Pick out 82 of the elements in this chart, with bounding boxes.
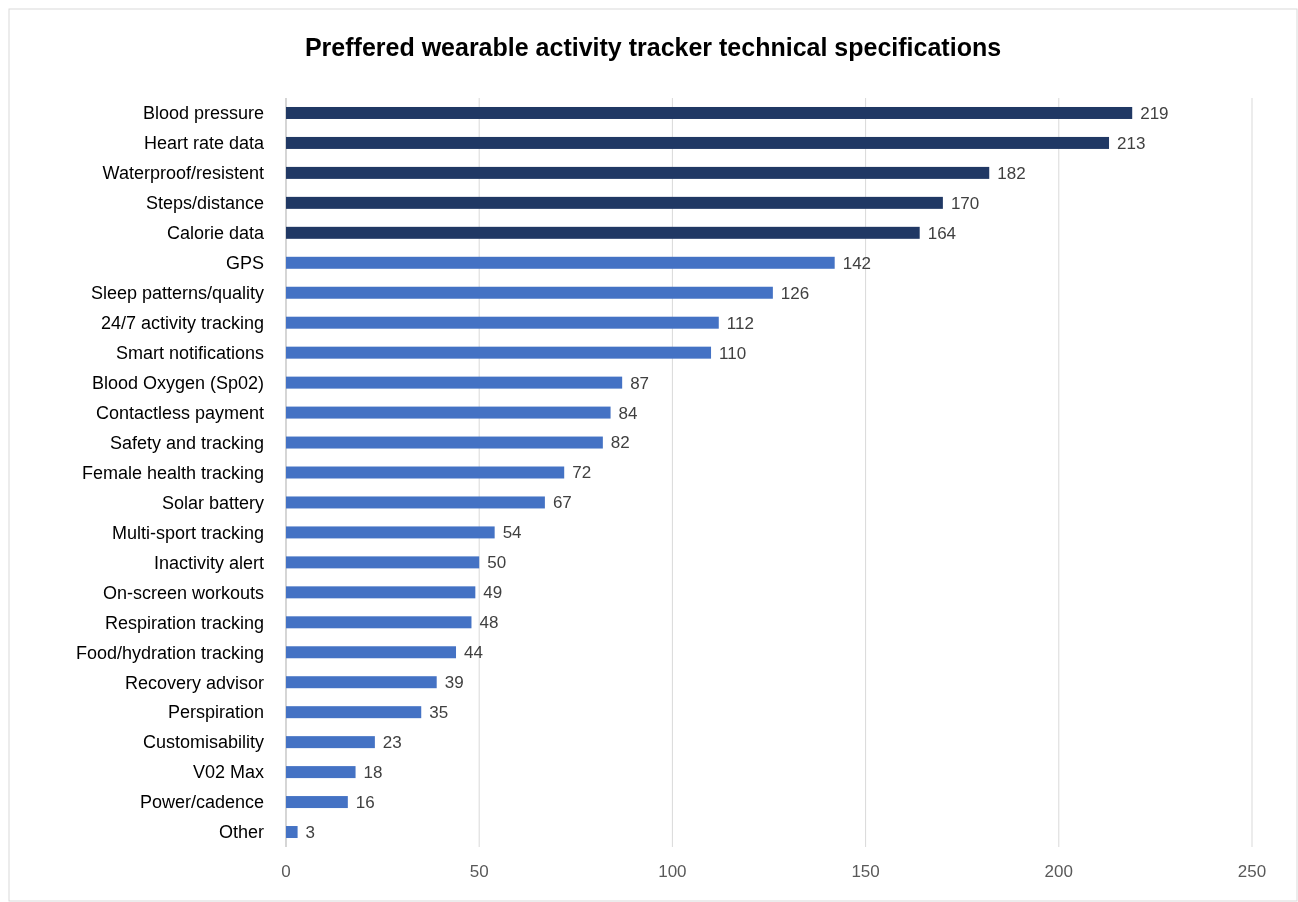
data-label: 170	[950, 193, 980, 213]
data-label: 110	[719, 343, 747, 363]
y-tick-label: 24/7 activity tracking	[100, 313, 264, 333]
data-label: 49	[483, 583, 503, 603]
chart-title: Preffered wearable activity tracker technical specifications	[304, 33, 1002, 61]
data-label: 67	[552, 493, 572, 513]
bar	[286, 466, 565, 479]
data-label: 39	[444, 673, 464, 693]
y-tick-label: Contactless payment	[95, 402, 264, 423]
bar	[286, 286, 773, 299]
bar	[286, 646, 457, 659]
data-label: 164	[927, 223, 957, 243]
data-label: 44	[464, 643, 483, 663]
y-tick-label: Steps/distance	[145, 193, 264, 214]
y-tick-label: Female health tracking	[81, 462, 264, 483]
x-tick-label: 0	[281, 862, 291, 881]
y-tick-label: Waterproof/resistent	[102, 163, 264, 184]
bar	[286, 586, 476, 599]
bar	[286, 256, 835, 269]
bar	[286, 616, 472, 629]
data-label: 16	[355, 793, 375, 813]
y-tick-label: Calorie data	[166, 223, 265, 244]
data-label: 82	[610, 433, 630, 453]
data-label: 35	[429, 703, 449, 723]
y-tick-label: Blood Oxygen (Sp02)	[91, 372, 264, 393]
data-label: 3	[305, 822, 316, 842]
y-tick-label: Other	[218, 822, 264, 843]
y-tick-label: Respiration tracking	[104, 612, 264, 633]
y-tick-label: GPS	[225, 253, 264, 274]
y-tick-label: Solar battery	[161, 492, 264, 513]
data-label: 182	[997, 163, 1026, 183]
x-tick-label: 100	[658, 862, 687, 881]
y-tick-label: Sleep patterns/quality	[90, 283, 264, 304]
bar	[286, 226, 920, 239]
bar	[286, 736, 375, 749]
y-tick-label: Recovery advisor	[124, 672, 264, 693]
y-tick-label: Food/hydration tracking	[75, 642, 264, 663]
data-label: 84	[618, 403, 638, 423]
y-tick-label: Heart rate data	[143, 133, 265, 154]
data-label: 72	[572, 463, 592, 483]
y-tick-label: Smart notifications	[115, 342, 264, 363]
bar	[286, 136, 1110, 149]
bar	[286, 706, 422, 719]
bar	[286, 196, 943, 209]
data-label: 112	[726, 313, 754, 333]
data-label: 23	[382, 733, 402, 753]
data-label: 18	[363, 763, 383, 783]
bar	[286, 316, 719, 329]
data-label: 87	[630, 373, 650, 393]
y-tick-label: Customisability	[142, 732, 264, 753]
y-tick-label: Blood pressure	[142, 103, 264, 124]
y-tick-label: Power/cadence	[139, 792, 264, 813]
bar	[286, 346, 712, 359]
y-tick-label: Inactivity alert	[153, 552, 264, 573]
bar	[286, 766, 356, 779]
data-label: 50	[487, 553, 507, 573]
x-tick-label: 150	[851, 862, 880, 881]
data-label: 54	[502, 523, 522, 543]
data-label: 219	[1140, 103, 1169, 123]
data-label: 213	[1117, 133, 1146, 153]
y-tick-label: V02 Max	[192, 762, 264, 783]
data-label: 48	[479, 613, 499, 633]
y-tick-label: Safety and tracking	[109, 432, 264, 453]
y-tick-label: On-screen workouts	[102, 582, 264, 603]
x-tick-label: 50	[469, 862, 489, 881]
bar	[286, 106, 1133, 119]
bar	[286, 826, 298, 839]
data-label: 126	[780, 283, 810, 303]
bar	[286, 166, 990, 179]
bar	[286, 796, 348, 809]
y-tick-label: Perspiration	[167, 702, 264, 723]
x-tick-label: 200	[1044, 862, 1073, 881]
bar	[286, 676, 437, 689]
bar	[286, 496, 545, 509]
bar	[286, 556, 480, 569]
bar	[286, 406, 611, 419]
x-tick-label: 250	[1237, 862, 1267, 881]
bar	[286, 436, 603, 449]
y-tick-label: Multi-sport tracking	[111, 522, 264, 543]
data-label: 142	[842, 253, 872, 273]
bar	[286, 376, 623, 389]
bar	[286, 526, 495, 539]
